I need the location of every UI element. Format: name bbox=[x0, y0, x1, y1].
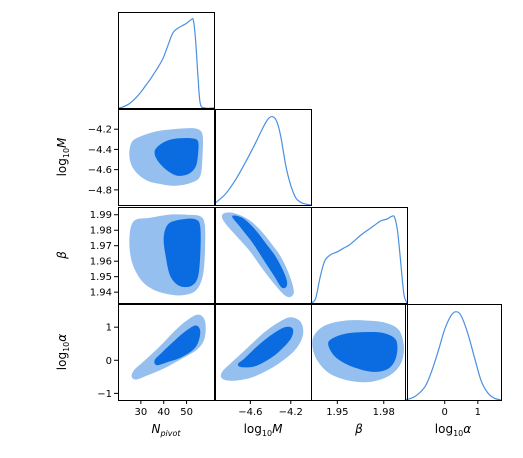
ytick-label-beta-3: 1.97 bbox=[90, 241, 112, 252]
panel-frame-r0-c0 bbox=[118, 12, 215, 109]
ytick-label-beta-5: 1.99 bbox=[90, 210, 112, 221]
ylabel-log10M: log10M bbox=[55, 137, 71, 176]
ytick-label-log10M-0: −4.8 bbox=[88, 185, 112, 196]
marginal-panel-beta bbox=[310, 215, 408, 304]
xlabel-Npivot: Npivot bbox=[151, 422, 181, 438]
marginal-panel-log10M bbox=[214, 115, 312, 206]
xtick-label-log10alpha-1: 1 bbox=[475, 407, 481, 418]
marginal-panel-Npivot bbox=[117, 17, 215, 109]
panel-frame-r3-c2 bbox=[311, 304, 408, 401]
marginal-panel-log10alpha bbox=[404, 311, 502, 401]
xtick-label-log10M-0: −4.6 bbox=[238, 407, 262, 418]
ytick-label-log10alpha-1: 0 bbox=[106, 356, 112, 367]
panel-frame-r1-c1 bbox=[215, 109, 312, 206]
xtick-label-Npivot-0: 30 bbox=[134, 407, 147, 418]
contour-inner-beta-log10alpha bbox=[328, 332, 398, 372]
ytick-label-beta-0: 1.94 bbox=[90, 288, 112, 299]
contour-inner-Npivot-log10M bbox=[154, 137, 199, 176]
xtick-label-beta-0: 1.95 bbox=[326, 407, 348, 418]
ytick-label-log10alpha-0: −1 bbox=[97, 389, 112, 400]
ytick-label-beta-1: 1.95 bbox=[90, 272, 112, 283]
ylabel-log10alpha: log10α bbox=[55, 334, 71, 370]
panel-frame-r3-c0 bbox=[118, 304, 215, 401]
joint-panel-Npivot-log10alpha bbox=[131, 314, 206, 380]
xtick-label-Npivot-1: 40 bbox=[157, 407, 170, 418]
contour-inner-Npivot-log10alpha bbox=[154, 325, 201, 366]
contour-inner-log10M-log10alpha bbox=[237, 326, 294, 368]
marginal-curve-log10M bbox=[214, 115, 312, 206]
ytick-label-log10M-3: −4.2 bbox=[88, 125, 112, 136]
joint-panel-log10M-log10alpha bbox=[220, 317, 304, 381]
xtick-label-Npivot-2: 50 bbox=[180, 407, 193, 418]
ytick-label-beta-2: 1.96 bbox=[90, 257, 112, 268]
ytick-label-log10alpha-2: 1 bbox=[106, 323, 112, 334]
xtick-label-log10M-1: −4.2 bbox=[279, 407, 303, 418]
axis-labels: Npivot log10M β log10α log10M β log10α bbox=[55, 137, 471, 438]
joint-panel-log10M-beta bbox=[221, 212, 294, 298]
contour-inner-log10M-beta bbox=[232, 215, 288, 289]
joint-panel-Npivot-beta bbox=[129, 214, 206, 296]
panel-grid: −4.8 −4.6 −4.4 −4.2 1.94 1.95 1.96 1.97 1.98 1.99… bbox=[88, 12, 502, 418]
ylabel-beta: β bbox=[55, 251, 69, 260]
xtick-label-beta-1: 1.98 bbox=[373, 407, 395, 418]
xlabel-log10M: log10M bbox=[244, 422, 283, 438]
xlabel-beta: β bbox=[354, 422, 363, 436]
marginal-curve-log10alpha bbox=[404, 311, 502, 401]
panel-frame-r1-c0 bbox=[118, 109, 215, 206]
xtick-label-log10alpha-0: 0 bbox=[442, 407, 448, 418]
marginal-curve-beta bbox=[310, 215, 408, 304]
ytick-label-log10M-1: −4.6 bbox=[88, 165, 112, 176]
panel-frame-r2-c2 bbox=[311, 207, 408, 304]
ytick-label-log10M-2: −4.4 bbox=[88, 145, 112, 156]
panel-frame-r3-c3 bbox=[405, 304, 502, 401]
contour-inner-Npivot-beta bbox=[163, 218, 201, 288]
marginal-curve-Npivot bbox=[117, 17, 215, 109]
joint-panel-Npivot-log10M bbox=[129, 128, 204, 186]
ytick-label-beta-4: 1.98 bbox=[90, 226, 112, 237]
joint-panel-beta-log10alpha bbox=[312, 320, 404, 383]
panel-frame-r2-c0 bbox=[118, 207, 215, 304]
xlabel-log10alpha: log10α bbox=[435, 422, 471, 438]
